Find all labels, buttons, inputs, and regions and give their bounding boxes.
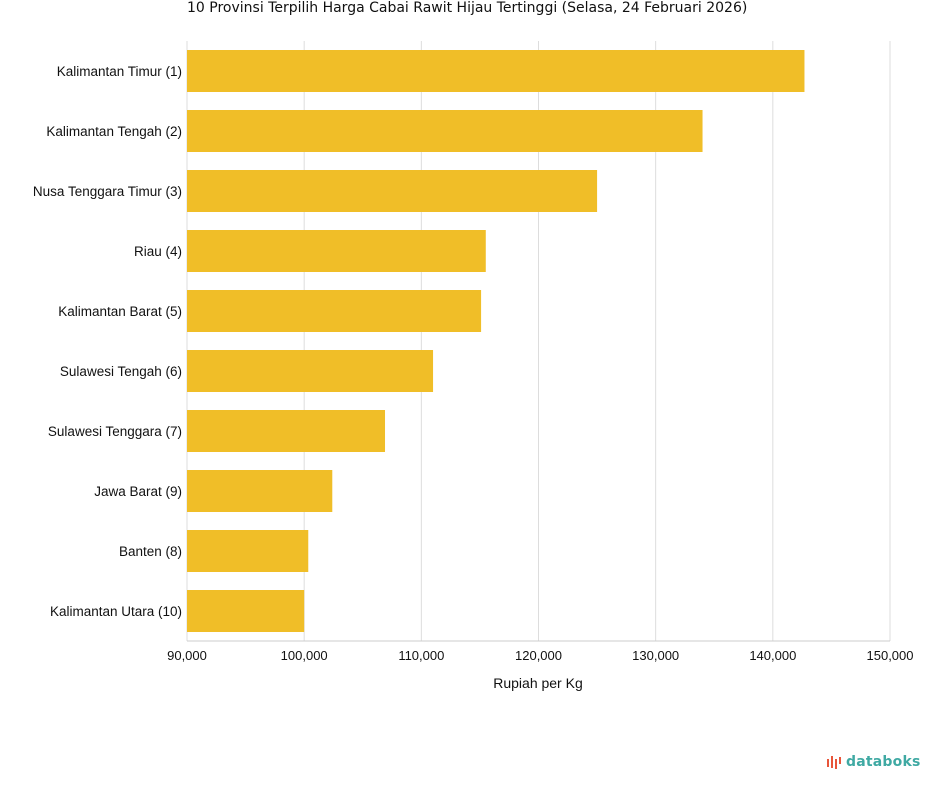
bar <box>187 170 598 212</box>
bar <box>187 290 482 332</box>
x-tick-label: 130,000 <box>632 648 679 663</box>
category-label: Kalimantan Tengah (2) <box>46 124 182 139</box>
bar <box>187 350 434 392</box>
x-tick-label: 110,000 <box>398 648 444 663</box>
category-label: Nusa Tenggara Timur (3) <box>33 184 182 199</box>
category-label: Sulawesi Tengah (6) <box>60 364 182 379</box>
bar <box>187 110 703 152</box>
bar <box>187 230 486 272</box>
category-label: Jawa Barat (9) <box>94 484 182 499</box>
x-axis-title: Rupiah per Kg <box>493 675 583 691</box>
databoks-logo-text: databoks <box>846 754 921 770</box>
category-label: Banten (8) <box>119 544 182 559</box>
category-label: Riau (4) <box>134 244 182 259</box>
bar <box>187 50 805 92</box>
bar <box>187 410 386 452</box>
x-tick-label: 140,000 <box>749 648 796 663</box>
bar <box>187 590 305 632</box>
x-tick-label: 150,000 <box>867 648 914 663</box>
databoks-logo: databoks <box>826 754 921 770</box>
category-label: Kalimantan Utara (10) <box>50 604 182 619</box>
category-label: Kalimantan Barat (5) <box>58 304 182 319</box>
x-axis-ticks: 90,000 100,000 110,000 120,000 130,000 140,00… <box>167 648 913 663</box>
category-labels: Kalimantan Timur (1) Kalimantan Tengah (2… <box>33 64 182 619</box>
bars <box>187 50 805 632</box>
grid-lines <box>186 41 891 642</box>
category-label: Kalimantan Timur (1) <box>57 64 182 79</box>
x-tick-label: 120,000 <box>515 648 562 663</box>
category-label: Sulawesi Tenggara (7) <box>48 424 182 439</box>
bar <box>187 530 309 572</box>
bar <box>187 470 333 512</box>
databoks-logo-icon <box>827 756 841 769</box>
chart-title: 10 Provinsi Terpilih Harga Cabai Rawit H… <box>187 0 748 16</box>
x-tick-label: 90,000 <box>167 648 207 663</box>
x-tick-label: 100,000 <box>281 648 328 663</box>
